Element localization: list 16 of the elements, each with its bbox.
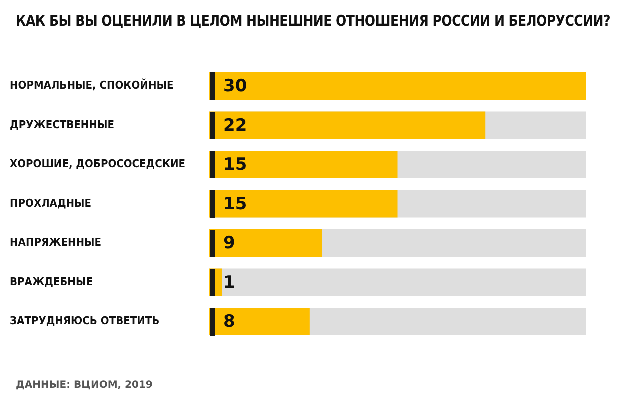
y-tick-label: НОРМАЛЬНЫЕ, СПОКОЙНЫЕ: [10, 78, 174, 92]
data-label: 8: [224, 312, 236, 332]
data-label: 15: [224, 194, 248, 214]
data-label: 22: [224, 116, 248, 136]
y-tick-label: НАПРЯЖЕННЫЕ: [10, 236, 102, 250]
data-label: 15: [224, 155, 248, 176]
y-tick-label: ЗАТРУДНЯЮСЬ ОТВЕТИТЬ: [10, 314, 160, 328]
data-label: 9: [224, 234, 236, 254]
y-tick-label: ДРУЖЕСТВЕННЫЕ: [10, 118, 115, 132]
text: ДАННЫЕ: ВЦИОМ, 2019: [16, 380, 153, 391]
y-tick-label: ВРАЖДЕБНЫЕ: [10, 275, 94, 288]
data-label: 30: [224, 76, 248, 97]
chart-title: КАК БЫ ВЫ ОЦЕНИЛИ В ЦЕЛОМ НЫНЕШНИЕ ОТНОШЕНИЯ РОССИИ И БЕЛОРУССИИ?: [16, 12, 611, 30]
data-label: 1: [224, 272, 236, 293]
y-tick-label: ПРОХЛАДНЫЕ: [10, 196, 92, 210]
y-tick-label: ХОРОШИЕ, ДОБРОСОСЕДСКИЕ: [10, 158, 186, 171]
